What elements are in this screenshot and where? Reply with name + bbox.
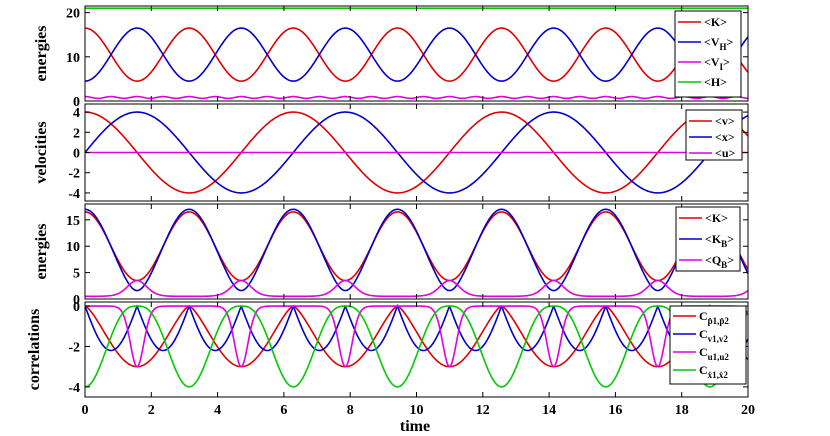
panel-2: -4 -2 0 2 4 velocities <v> <x> <u> <box>33 103 749 202</box>
panel-3: 0 5 10 15 energies <K> <KB> <QB> <box>33 203 749 308</box>
panels: 01020energies<K><VH><VI><H>-4-2024veloci… <box>26 5 755 418</box>
y-tick-label: -2 <box>68 167 80 182</box>
y-tick-label: 0 <box>73 95 80 110</box>
legend-entry: <H> <box>704 75 727 89</box>
x-tick-label: 0 <box>82 403 89 418</box>
series-line <box>85 111 748 194</box>
legend-entry: Cẋ1,ẋ2 <box>699 363 728 380</box>
y-tick-label: 5 <box>73 267 80 282</box>
y-tick-label: -2 <box>68 340 80 355</box>
y-axis-label: energies <box>33 224 50 280</box>
series-group <box>85 208 748 298</box>
panel-1: 0 10 20 energies <K> <VH> <VI> <H> <box>33 5 749 110</box>
legend-entry: <QB> <box>705 253 734 270</box>
x-tick-label: 12 <box>476 403 490 418</box>
legend-entry: <KB> <box>705 232 734 249</box>
y-tick-label: 10 <box>66 240 80 255</box>
series-line <box>85 303 748 352</box>
panel-4: -4 -2 0 correlations Cp̂1,p̂2Cv1,v2Cu1,u2Cẋ1… <box>26 300 749 398</box>
series-line <box>85 208 748 292</box>
series-line <box>85 27 748 82</box>
y-tick-label: 0 <box>73 147 80 162</box>
legend: <K> <VH> <VI> <H> <box>674 10 742 98</box>
plot-frame <box>84 5 749 102</box>
y-tick-label: 10 <box>66 51 80 66</box>
x-tick-label: 10 <box>410 403 424 418</box>
legend-box <box>669 305 747 385</box>
series-line <box>85 111 748 194</box>
x-tick-label: 8 <box>347 403 354 418</box>
y-tick-label: 0 <box>73 300 80 315</box>
y-tick-label: 15 <box>66 214 80 229</box>
x-tick-label: 4 <box>214 403 221 418</box>
x-tick-label: 18 <box>675 403 689 418</box>
legend-entry: Cp̂1,p̂2 <box>699 309 729 326</box>
series-line <box>85 211 748 282</box>
legend: <v> <x> <u> <box>685 109 743 161</box>
series-line <box>85 27 748 82</box>
legend-entry: <K> <box>705 211 728 225</box>
y-tick-label: 0 <box>73 293 80 308</box>
y-tick-label: -4 <box>68 381 80 396</box>
legend: <K> <KB> <QB> <box>675 206 741 272</box>
x-tick-label: 20 <box>741 403 755 418</box>
y-tick-label: -4 <box>68 187 80 202</box>
y-axis-label: velocities <box>33 121 50 183</box>
x-tick-label: 6 <box>280 403 287 418</box>
plot-frame <box>84 203 749 300</box>
legend-entry: <x> <box>715 130 735 144</box>
legend-entry: <VH> <box>704 35 734 52</box>
legend-entry: <K> <box>704 15 727 29</box>
y-tick-label: 2 <box>73 126 80 141</box>
x-axis-label: time <box>400 418 430 435</box>
x-tick-label: 14 <box>542 403 556 418</box>
series-group <box>85 7 748 100</box>
y-tick-label: 20 <box>66 7 80 22</box>
legend-entry: Cu1,u2 <box>699 345 729 362</box>
y-axis-label: correlations <box>26 309 43 390</box>
legend-entry: <v> <box>715 114 735 128</box>
series-group <box>85 111 748 194</box>
x-tick-label: 16 <box>608 403 622 418</box>
legend-entry: Cv1,v2 <box>699 327 728 344</box>
series-line <box>85 305 748 388</box>
series-line <box>85 305 748 368</box>
series-group <box>85 303 748 388</box>
legend-entry: <VI> <box>704 55 730 72</box>
y-axis-label: energies <box>33 26 50 82</box>
x-tick-label: 2 <box>148 403 155 418</box>
y-tick-label: 4 <box>73 106 80 121</box>
legend-entry: <u> <box>715 146 736 160</box>
legend-box <box>685 109 743 161</box>
